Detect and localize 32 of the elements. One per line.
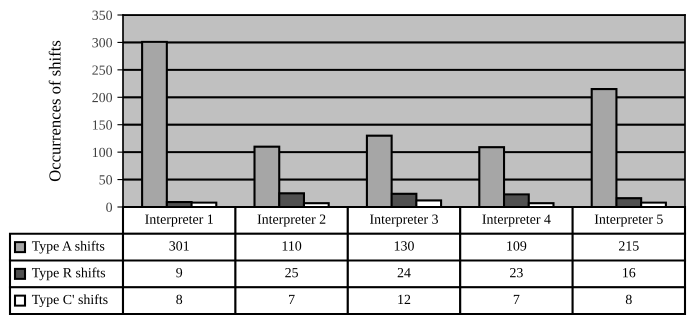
y-axis-title: Occurrences of shifts [48, 40, 61, 182]
x-tick-label: Interpreter 2 [258, 214, 326, 227]
y-tick-label: 50 [100, 175, 112, 185]
y-tick-label: 150 [92, 120, 112, 130]
data-label: 23 [510, 268, 523, 278]
data-label: 8 [626, 294, 632, 304]
data-label: 8 [176, 294, 182, 304]
x-tick-label: Interpreter 4 [482, 214, 551, 227]
y-tick-label: 300 [92, 38, 112, 48]
data-label: 109 [507, 241, 526, 251]
data-label: 12 [398, 294, 410, 304]
x-tick-label: Interpreter 3 [370, 214, 438, 227]
x-tick-label: Interpreter 5 [594, 214, 663, 227]
data-label: 7 [514, 294, 520, 304]
legend-label: Type R shifts [32, 267, 106, 280]
data-label: 9 [176, 268, 182, 278]
x-tick-label: Interpreter 1 [145, 214, 213, 227]
data-label: 25 [285, 268, 298, 278]
y-tick-label: 100 [92, 148, 112, 158]
data-label: 301 [169, 241, 189, 251]
legend-label: Type C' shifts [32, 294, 108, 308]
y-tick-label: 200 [92, 92, 112, 102]
data-label: 7 [289, 294, 295, 304]
y-tick-label: 250 [92, 65, 112, 75]
legend-label: Type A shifts [32, 240, 104, 254]
y-tick-label: 0 [106, 202, 112, 212]
data-label: 215 [618, 241, 639, 251]
y-tick-label: 350 [92, 10, 112, 20]
data-label: 110 [282, 241, 302, 251]
data-label: 24 [398, 268, 411, 278]
data-label: 130 [394, 241, 414, 251]
data-label: 16 [623, 268, 636, 278]
